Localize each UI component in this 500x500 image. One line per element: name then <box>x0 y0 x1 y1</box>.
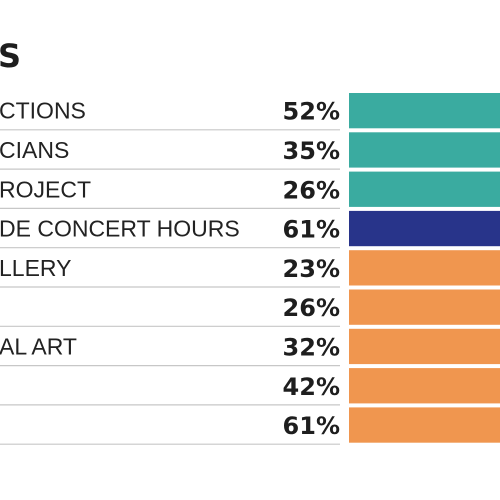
category-label-2: CIANS <box>0 137 69 163</box>
bar-4 <box>349 210 500 247</box>
bar-9 <box>349 407 500 443</box>
value-label-4: 61% <box>283 216 340 244</box>
bar-2 <box>349 132 500 168</box>
value-label-2: 35% <box>283 137 340 165</box>
category-label-4: DE CONCERT HOURS <box>0 216 240 242</box>
value-label-6: 26% <box>283 294 340 322</box>
bar-6 <box>349 289 500 325</box>
bar-7 <box>349 328 500 365</box>
value-label-5: 23% <box>283 255 340 283</box>
value-label-7: 32% <box>283 333 340 361</box>
bar-8 <box>349 368 500 404</box>
bar-1 <box>349 93 500 129</box>
bar-3 <box>349 171 500 207</box>
value-label-1: 52% <box>283 98 340 126</box>
category-label-5: LLERY <box>0 255 71 281</box>
value-label-9: 61% <box>283 412 340 440</box>
bar-5 <box>349 250 500 286</box>
value-label-3: 26% <box>283 176 340 204</box>
category-label-3: ROJECT <box>0 176 91 202</box>
category-label-1: CTIONS <box>0 98 86 124</box>
category-label-7: AL ART <box>0 333 77 359</box>
chart-title: S <box>0 37 22 75</box>
value-label-8: 42% <box>283 373 340 401</box>
